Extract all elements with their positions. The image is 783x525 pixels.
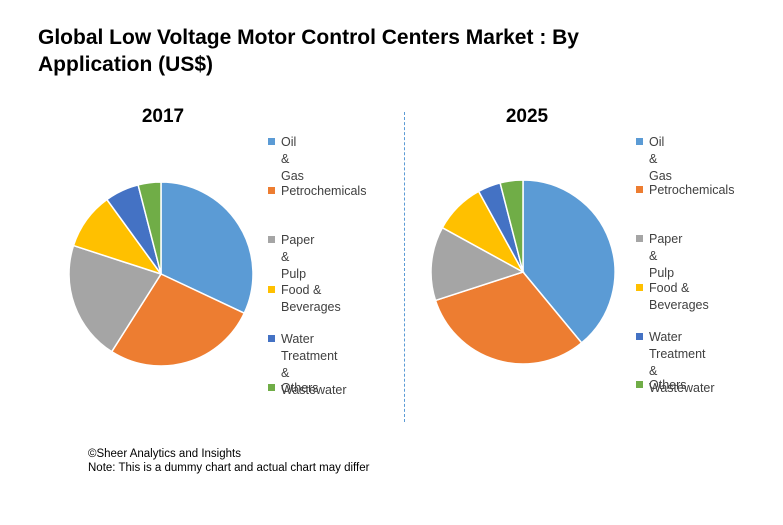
legend-2025-item-paper-pulp: Paper & Pulp: [636, 231, 682, 282]
legend-2017-swatch-food-beverages: [268, 286, 275, 293]
legend-2017-label-petrochemicals: Petrochemicals: [281, 184, 367, 198]
pie-2017-slice-others: [137, 181, 162, 275]
legend-2017-swatch-oil-gas: [268, 138, 275, 145]
footer-note: Note: This is a dummy chart and actual c…: [88, 462, 370, 474]
legend-2025-label-paper-pulp: Paper & Pulp: [649, 232, 683, 280]
legend-2025-swatch-petrochemicals: [636, 186, 643, 193]
footer-copyright: ©Sheer Analytics and Insights: [88, 448, 241, 460]
legend-2025-label-others: Others: [649, 378, 687, 392]
legend-2017-label-others: Others: [281, 381, 319, 395]
chart-title: Global Low Voltage Motor Control Centers…: [38, 26, 579, 76]
legend-2025-label-food-beverages: Food & Beverages: [649, 281, 709, 312]
legend-2017-label-paper-pulp: Paper & Pulp: [281, 233, 315, 281]
pie-2025-slice-others: [499, 179, 524, 273]
legend-2025-swatch-water-treatment: [636, 333, 643, 340]
pie-2017-slice-paper-pulp: [68, 244, 163, 353]
legend-2025-item-water-treatment: Water Treatment & Wastewater: [636, 329, 715, 397]
pie-2017-slice-oil-gas: [160, 181, 254, 315]
pie-2025-slice-paper-pulp: [430, 226, 525, 302]
legend-2017-item-petrochemicals: Petrochemicals: [268, 183, 366, 200]
legend-2017-swatch-paper-pulp: [268, 236, 275, 243]
pie-2025-title: 2025: [505, 106, 549, 127]
pie-2025-slice-petrochemicals: [434, 271, 583, 365]
pie-2017-slice-petrochemicals: [110, 273, 246, 367]
legend-2017-swatch-others: [268, 384, 275, 391]
legend-2025-swatch-paper-pulp: [636, 235, 643, 242]
legend-2017-item-paper-pulp: Paper & Pulp: [268, 232, 314, 283]
legend-2025-item-others: Others: [636, 377, 687, 394]
legend-2025-swatch-others: [636, 381, 643, 388]
chart-divider: [404, 112, 405, 422]
footer: ©Sheer Analytics and Insights Note: This…: [88, 447, 369, 475]
pie-2017-title: 2017: [141, 106, 185, 127]
legend-2017-item-food-beverages: Food & Beverages: [268, 282, 341, 316]
legend-2017-item-oil-gas: Oil & Gas: [268, 134, 304, 185]
legend-2017-label-food-beverages: Food & Beverages: [281, 283, 341, 314]
legend-2025-label-petrochemicals: Petrochemicals: [649, 183, 735, 197]
legend-2017-label-water-treatment: Water Treatment & Wastewater: [281, 332, 347, 397]
legend-2025-label-oil-gas: Oil & Gas: [649, 135, 672, 183]
legend-2025-label-water-treatment: Water Treatment & Wastewater: [649, 330, 715, 395]
legend-2017-label-oil-gas: Oil & Gas: [281, 135, 304, 183]
legend-2025-item-food-beverages: Food & Beverages: [636, 280, 709, 314]
pie-2025-slice-oil-gas: [522, 179, 616, 344]
legend-2025-item-petrochemicals: Petrochemicals: [636, 182, 734, 199]
legend-2017-item-water-treatment: Water Treatment & Wastewater: [268, 331, 347, 399]
legend-2025-swatch-food-beverages: [636, 284, 643, 291]
legend-2025-item-oil-gas: Oil & Gas: [636, 134, 672, 185]
legend-2017-item-others: Others: [268, 380, 319, 397]
legend-2025-swatch-oil-gas: [636, 138, 643, 145]
legend-2017-swatch-petrochemicals: [268, 187, 275, 194]
legend-2017-swatch-water-treatment: [268, 335, 275, 342]
